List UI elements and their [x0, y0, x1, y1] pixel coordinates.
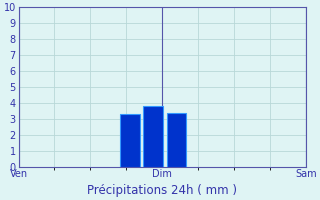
- X-axis label: Précipitations 24h ( mm ): Précipitations 24h ( mm ): [87, 184, 237, 197]
- Bar: [120, 114, 140, 167]
- Bar: [143, 106, 163, 167]
- Bar: [167, 113, 186, 167]
